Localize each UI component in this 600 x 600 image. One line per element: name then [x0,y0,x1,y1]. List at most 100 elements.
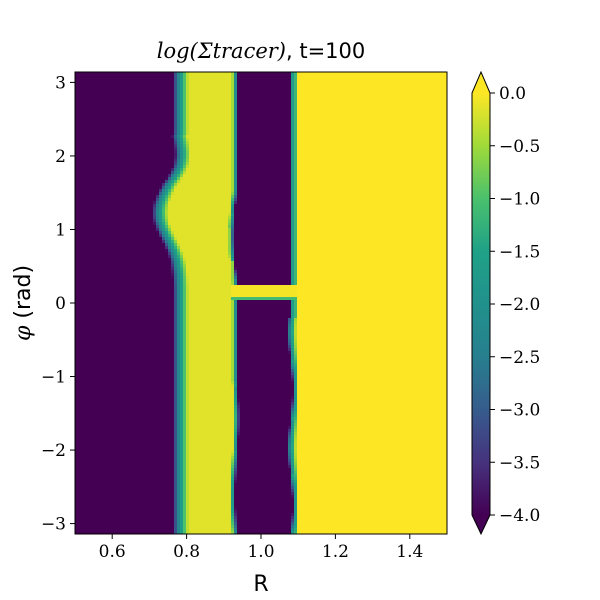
heatmap-cell [132,105,136,109]
heatmap-cell [372,90,376,94]
heatmap-cell [312,96,316,100]
heatmap-cell [126,99,130,103]
heatmap-cell [189,114,193,118]
heatmap-cell [309,108,313,112]
heatmap-cell [165,114,169,118]
heatmap-cell [117,114,121,118]
heatmap-cell [132,87,136,91]
heatmap-cell [348,72,352,76]
heatmap-cell [117,84,121,88]
heatmap-cell [384,96,388,100]
heatmap-cell [198,87,202,91]
heatmap-cell [246,99,250,103]
heatmap-cell [330,72,334,76]
heatmap-cell [225,114,229,118]
heatmap-cell [198,93,202,97]
heatmap-cell [147,81,151,85]
heatmap-cell [192,72,196,76]
heatmap-cell [285,87,289,91]
heatmap-cell [231,72,235,76]
heatmap-cell [390,108,394,112]
heatmap-cell [105,99,109,103]
heatmap-cell [177,108,181,112]
heatmap-cell [180,81,184,85]
heatmap-cell [318,99,322,103]
heatmap-cell [441,72,445,76]
heatmap-cell [321,90,325,94]
heatmap-cell [219,96,223,100]
heatmap-cell [411,108,415,112]
heatmap-cell [306,78,310,82]
heatmap-cell [327,114,331,118]
heatmap-cell [399,99,403,103]
heatmap-cell [240,93,244,97]
heatmap-cell [168,105,172,109]
heatmap-cell [444,108,447,112]
heatmap-cell [285,78,289,82]
heatmap-cell [237,90,241,94]
heatmap-cell [186,102,190,106]
heatmap-cell [225,72,229,76]
heatmap-cell [333,90,337,94]
heatmap-cell [279,99,283,103]
heatmap-cell [135,105,139,109]
heatmap-cell [441,99,445,103]
heatmap-cell [423,90,427,94]
heatmap-cell [405,81,409,85]
heatmap-cell [228,81,232,85]
heatmap-cell [147,102,151,106]
heatmap-cell [183,84,187,88]
heatmap-cell [165,90,169,94]
heatmap-cell [312,93,316,97]
heatmap-cell [234,102,238,106]
heatmap-cell [156,93,160,97]
heatmap-cell [426,84,430,88]
heatmap-cell [78,99,82,103]
heatmap-cell [186,90,190,94]
heatmap-cell [114,81,118,85]
heatmap-cell [309,111,313,115]
heatmap-cell [408,99,412,103]
heatmap-cell [357,90,361,94]
heatmap-cell [249,108,253,112]
heatmap-cell [261,84,265,88]
heatmap-cell [429,81,433,85]
heatmap-cell [372,81,376,85]
heatmap-cell [96,72,100,76]
heatmap-cell [159,105,163,109]
heatmap-cell [306,108,310,112]
heatmap-cell [222,99,226,103]
heatmap-cell [285,84,289,88]
heatmap-cell [75,99,79,103]
heatmap-cell [84,96,88,100]
heatmap-cell [117,75,121,79]
heatmap-cell [315,93,319,97]
heatmap-cell [225,75,229,79]
heatmap-cell [324,75,328,79]
heatmap-cell [204,105,208,109]
heatmap-cell [429,72,433,76]
heatmap-cell [198,75,202,79]
heatmap-cell [114,108,118,112]
heatmap-cell [381,72,385,76]
heatmap-cell [423,81,427,85]
heatmap-cell [357,81,361,85]
heatmap-cell [306,99,310,103]
heatmap-cell [258,96,262,100]
heatmap-cell [225,108,229,112]
heatmap-cell [285,99,289,103]
heatmap-cell [138,117,142,121]
heatmap-cell [381,102,385,106]
heatmap-cell [378,75,382,79]
heatmap-cell [414,90,418,94]
heatmap-cell [402,105,406,109]
heatmap-cell [309,84,313,88]
heatmap-cell [228,90,232,94]
heatmap-cell [357,72,361,76]
heatmap-cell [396,96,400,100]
heatmap-cell [357,108,361,112]
heatmap-cell [306,90,310,94]
heatmap-cell [165,81,169,85]
heatmap-cell [264,75,268,79]
heatmap-cell [333,111,337,115]
